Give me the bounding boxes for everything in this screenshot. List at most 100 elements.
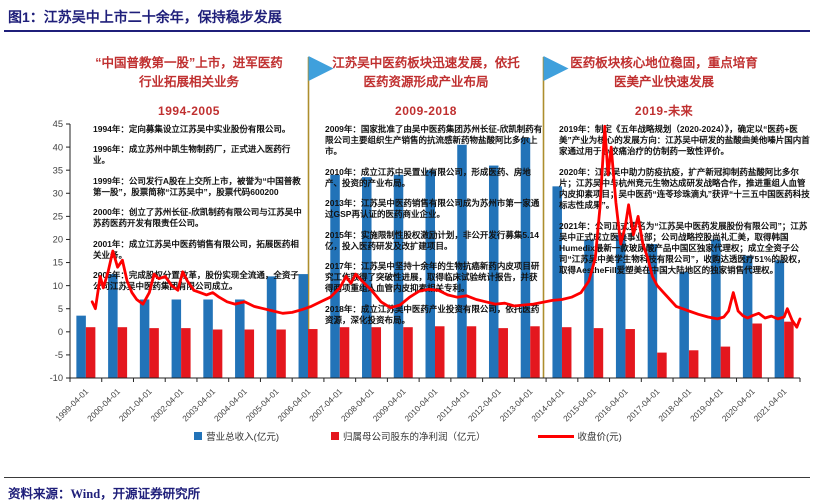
x-tick-label: 2003-04-01 bbox=[180, 386, 217, 423]
revenue-bar bbox=[172, 299, 182, 378]
title-divider bbox=[4, 30, 810, 32]
profit-swatch-icon bbox=[331, 432, 339, 440]
era-period: 2009-2018 bbox=[330, 102, 522, 120]
chart-legend: 营业总收入(亿元) 归属母公司股东的净利润（亿元） 收盘价(元) bbox=[0, 429, 816, 443]
y-tick-label: -5 bbox=[55, 350, 63, 360]
y-tick-label: 40 bbox=[53, 142, 63, 152]
era-header-2: 江苏吴中医药板块迅速发展，依托医药资源形成产业布局 2009-2018 bbox=[330, 54, 522, 120]
legend-label: 收盘价(元) bbox=[578, 429, 622, 443]
revenue-swatch-icon bbox=[194, 432, 202, 440]
x-tick-label: 2009-04-01 bbox=[371, 386, 408, 423]
revenue-bar bbox=[140, 299, 150, 378]
event-item: 1999年：公司发行A股在上交所上市，被誉为“中国普教第一股”，股票简称“江苏吴… bbox=[93, 176, 306, 198]
x-tick-label: 2015-04-01 bbox=[561, 386, 598, 423]
revenue-bar bbox=[679, 272, 689, 378]
figure-title: 图1：江苏吴中上市二十余年，保持稳步发展 bbox=[8, 7, 282, 27]
x-tick-label: 2008-04-01 bbox=[339, 386, 376, 423]
legend-item-profit: 归属母公司股东的净利润（亿元） bbox=[331, 429, 486, 443]
event-item: 2001年：成立江苏吴中医药销售有限公司，拓展医药相关业务。 bbox=[93, 239, 306, 261]
source-note: 资料来源：Wind，开源证券研究所 bbox=[8, 483, 200, 501]
era-3-event-list: 2019年：制定《五年战略规划（2020-2024）》，确定以“医药+医美”产业… bbox=[559, 124, 810, 286]
legend-item-revenue: 营业总收入(亿元) bbox=[194, 429, 279, 443]
profit-bar bbox=[181, 328, 191, 378]
era-period: 1994-2005 bbox=[95, 102, 283, 120]
event-item: 2021年：公司正式更名为“江苏吴中医药发展股份有限公司”；江苏吴中正式成立医美… bbox=[559, 221, 810, 277]
y-tick-label: 20 bbox=[53, 235, 63, 245]
profit-bar bbox=[562, 327, 572, 378]
profit-bar bbox=[689, 350, 699, 378]
event-item: 2005年：完成股权分置改革，股份实现全流通，全资子公司江苏吴中医药集团有限公司… bbox=[93, 270, 306, 292]
profit-bar bbox=[276, 330, 286, 378]
x-tick-label: 2004-04-01 bbox=[212, 386, 249, 423]
x-tick-label: 2014-04-01 bbox=[529, 386, 566, 423]
event-item: 2013年：江苏吴中医药销售有限公司成为苏州市第一家通过GSP再认证的医药商业企… bbox=[325, 198, 544, 220]
era-headline: 江苏吴中医药板块迅速发展，依托医药资源形成产业布局 bbox=[330, 54, 522, 92]
x-tick-label: 2021-04-01 bbox=[751, 386, 788, 423]
footer-divider bbox=[4, 477, 810, 478]
profit-bar bbox=[118, 327, 128, 378]
profit-bar bbox=[625, 329, 635, 378]
y-tick-label: 5 bbox=[58, 304, 63, 314]
x-tick-label: 2005-04-01 bbox=[244, 386, 281, 423]
revenue-bar bbox=[235, 299, 245, 378]
event-item: 2009年：国家批准了由吴中医药集团苏州长征-欣凯制药有限公司主要组织生产销售的… bbox=[325, 124, 544, 158]
profit-bar bbox=[657, 353, 667, 378]
x-tick-label: 2016-04-01 bbox=[593, 386, 630, 423]
legend-label: 归属母公司股东的净利润（亿元） bbox=[343, 429, 486, 443]
x-tick-label: 2019-04-01 bbox=[688, 386, 725, 423]
profit-bar bbox=[721, 347, 731, 378]
x-tick-label: 2001-04-01 bbox=[117, 386, 154, 423]
y-tick-label: 25 bbox=[53, 212, 63, 222]
x-tick-label: 2018-04-01 bbox=[656, 386, 693, 423]
era-header-3: 医药板块核心地位稳固，重点培育医美产业快速发展 2019-未来 bbox=[566, 54, 762, 120]
era-flag-icon bbox=[544, 56, 569, 81]
profit-bar bbox=[784, 322, 794, 378]
event-item: 2020年：江苏吴中助力防疫抗疫，扩产新冠抑制药盐酸阿比多尔片；江苏吴中与杭州竞… bbox=[559, 167, 810, 212]
profit-bar bbox=[498, 328, 508, 378]
era-1-event-list: 1994年：定向募集设立江苏吴中实业股份有限公司。 1996年：成立苏州中凯生物制… bbox=[93, 124, 306, 301]
y-tick-label: -10 bbox=[50, 373, 63, 383]
x-tick-label: 2020-04-01 bbox=[720, 386, 757, 423]
y-tick-label: 35 bbox=[53, 165, 63, 175]
x-tick-label: 2000-04-01 bbox=[85, 386, 122, 423]
y-tick-label: 0 bbox=[58, 327, 63, 337]
event-item: 2019年：制定《五年战略规划（2020-2024）》，确定以“医药+医美”产业… bbox=[559, 124, 810, 158]
figure-page: 图1：江苏吴中上市二十余年，保持稳步发展 “中国普教第一股”上市，进军医药行业拓… bbox=[0, 0, 816, 501]
profit-bar bbox=[752, 324, 762, 378]
x-tick-label: 2011-04-01 bbox=[435, 386, 472, 423]
profit-bar bbox=[213, 330, 223, 378]
revenue-bar bbox=[203, 299, 213, 378]
era-headline: 医药板块核心地位稳固，重点培育医美产业快速发展 bbox=[566, 54, 762, 92]
era-header-1: “中国普教第一股”上市，进军医药行业拓展相关业务 1994-2005 bbox=[95, 54, 283, 120]
x-tick-label: 2017-04-01 bbox=[624, 386, 661, 423]
legend-label: 营业总收入(亿元) bbox=[206, 429, 279, 443]
event-item: 2018年：成立江苏吴中医药产业投资有限公司，依托医药资源，深化投资布局。 bbox=[325, 304, 544, 326]
era-period: 2019-未来 bbox=[566, 102, 762, 120]
x-tick-label: 2007-04-01 bbox=[307, 386, 344, 423]
event-item: 2000年：创立了苏州长征-欣凯制药有限公司与江苏吴中苏药医药开发有限责任公司。 bbox=[93, 207, 306, 229]
x-tick-label: 1999-04-01 bbox=[53, 386, 90, 423]
event-item: 2015年：实施限制性股权激励计划，非公开发行募集5.14亿，投入医药研发及改扩… bbox=[325, 230, 544, 252]
profit-bar bbox=[308, 329, 318, 378]
event-item: 2010年：成立江苏中吴置业有限公司，形成医药、房地产、投资的产业布局。 bbox=[325, 167, 544, 189]
x-tick-label: 2006-04-01 bbox=[275, 386, 312, 423]
event-item: 1994年：定向募集设立江苏吴中实业股份有限公司。 bbox=[93, 124, 306, 135]
profit-bar bbox=[149, 328, 159, 378]
event-item: 1996年：成立苏州中凯生物制药厂，正式进入医药行业。 bbox=[93, 144, 306, 166]
y-tick-label: 45 bbox=[53, 119, 63, 129]
era-2-event-list: 2009年：国家批准了由吴中医药集团苏州长征-欣凯制药有限公司主要组织生产销售的… bbox=[325, 124, 544, 335]
profit-bar bbox=[245, 330, 255, 378]
x-tick-label: 2012-04-01 bbox=[466, 386, 503, 423]
revenue-bar bbox=[76, 316, 86, 378]
event-item: 2017年：江苏吴中坚持十余年的生物抗癌新药内皮项目研究工作取得了突破性进展，取… bbox=[325, 261, 544, 295]
y-tick-label: 30 bbox=[53, 188, 63, 198]
x-tick-label: 2010-04-01 bbox=[402, 386, 439, 423]
profit-bar bbox=[86, 327, 96, 378]
x-tick-label: 2002-04-01 bbox=[148, 386, 185, 423]
y-tick-label: 10 bbox=[53, 281, 63, 291]
era-headline: “中国普教第一股”上市，进军医药行业拓展相关业务 bbox=[95, 54, 283, 92]
price-line-swatch-icon bbox=[538, 435, 574, 438]
profit-bar bbox=[594, 328, 604, 378]
x-tick-label: 2013-04-01 bbox=[498, 386, 535, 423]
legend-item-price: 收盘价(元) bbox=[538, 429, 622, 443]
